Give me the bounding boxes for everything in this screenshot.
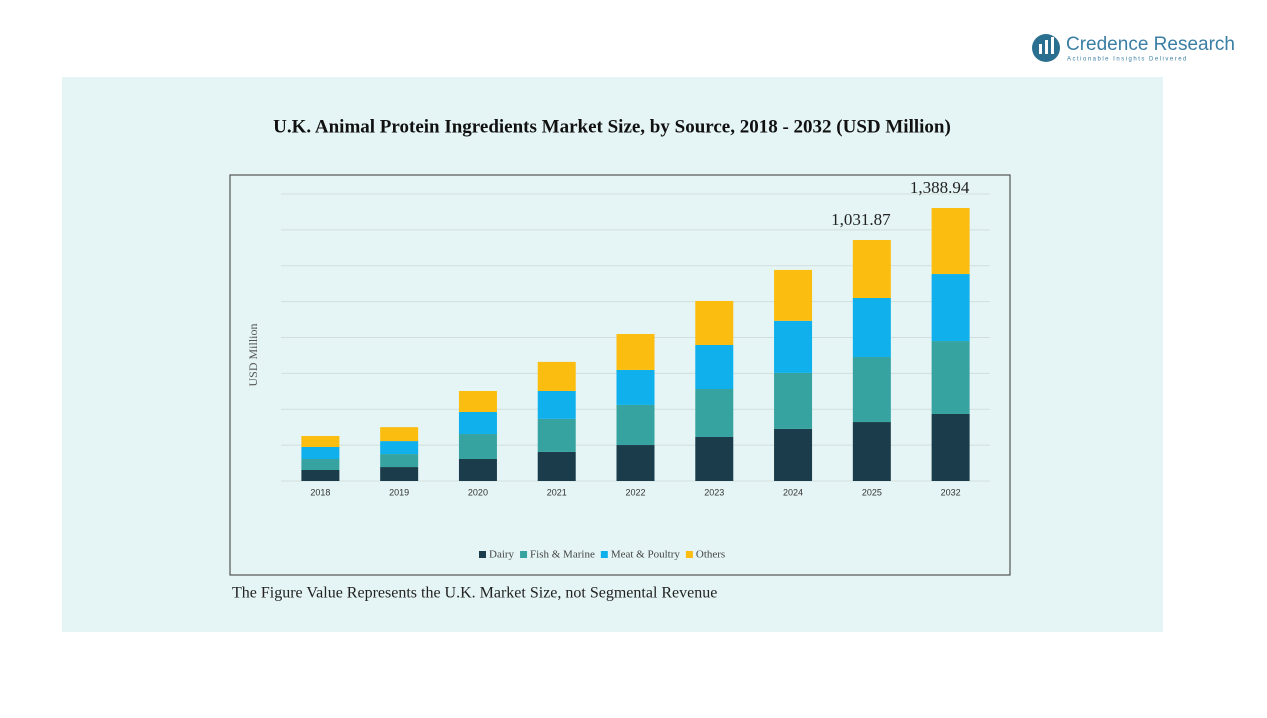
chart-frame [229,174,1011,576]
bar-segment [695,389,734,437]
bar-segment [537,361,576,391]
bar-segment [931,207,970,275]
legend: Dairy Fish & Marine Meat & Poultry Others [479,549,725,561]
bar-segment [537,451,576,481]
bar-segment [458,458,497,481]
total-label: 1,031.87 [831,210,891,229]
bar-segment [301,435,340,447]
x-tick-label: 2022 [625,487,645,497]
chart-title: U.K. Animal Protein Ingredients Market S… [273,116,951,137]
bar-segment [931,413,970,481]
logo-bar [1045,40,1048,54]
legend-swatch [520,551,528,558]
x-tick-label: 2025 [862,487,882,497]
logo: Credence Research Actionable Insights De… [1032,34,1235,63]
bar-segment [616,369,655,405]
bar-segment [537,418,576,452]
bar-segment [852,240,891,299]
legend-label: Meat & Poultry [611,549,681,561]
x-tick-label: 2021 [547,487,567,497]
bar-segment [774,320,813,373]
bar-segment [852,422,891,481]
x-tick-label: 2032 [941,487,961,497]
bar-segment [695,436,734,481]
bar-segment [852,356,891,423]
x-tick-label: 2024 [783,487,803,497]
footnote: The Figure Value Represents the U.K. Mar… [232,585,717,602]
legend-swatch [479,551,486,558]
brand-name: Credence Research [1066,34,1235,55]
bar-segment [616,445,655,481]
panel [62,77,1163,632]
legend-label: Dairy [489,549,515,561]
bar-segment [616,333,655,370]
bar-segment [774,372,813,429]
bar-segment [380,427,419,442]
bar-segment [931,341,970,414]
bar-segment [695,300,734,345]
legend-swatch [685,551,693,558]
x-tick-label: 2019 [389,487,409,497]
bar-segment [931,274,970,342]
bar-segment [458,412,497,435]
bar-segment [695,344,734,390]
bar-segment [458,390,497,413]
legend-swatch [600,551,608,558]
logo-bar [1051,37,1054,54]
brand-tagline: Actionable Insights Delivered [1067,57,1188,63]
x-tick-label: 2020 [468,487,488,497]
x-tick-label: 2023 [704,487,724,497]
bar-segment [774,269,813,321]
bar-segment [616,404,655,446]
bar-segment [537,390,576,419]
bar-segment [380,441,419,455]
total-label: 1,388.94 [910,178,970,197]
legend-label: Fish & Marine [530,549,595,561]
bar-segment [458,434,497,459]
bar-segment [380,454,419,468]
logo-bar [1039,44,1042,54]
x-tick-label: 2018 [310,487,330,497]
bar-segment [852,298,891,357]
bar-segment [301,446,340,459]
bar-segment [301,458,340,470]
bar-segment [380,467,419,481]
legend-label: Others [696,549,725,561]
bar-segment [774,428,813,481]
bar-segment [301,469,340,481]
y-axis-label: USD Million [246,323,260,386]
